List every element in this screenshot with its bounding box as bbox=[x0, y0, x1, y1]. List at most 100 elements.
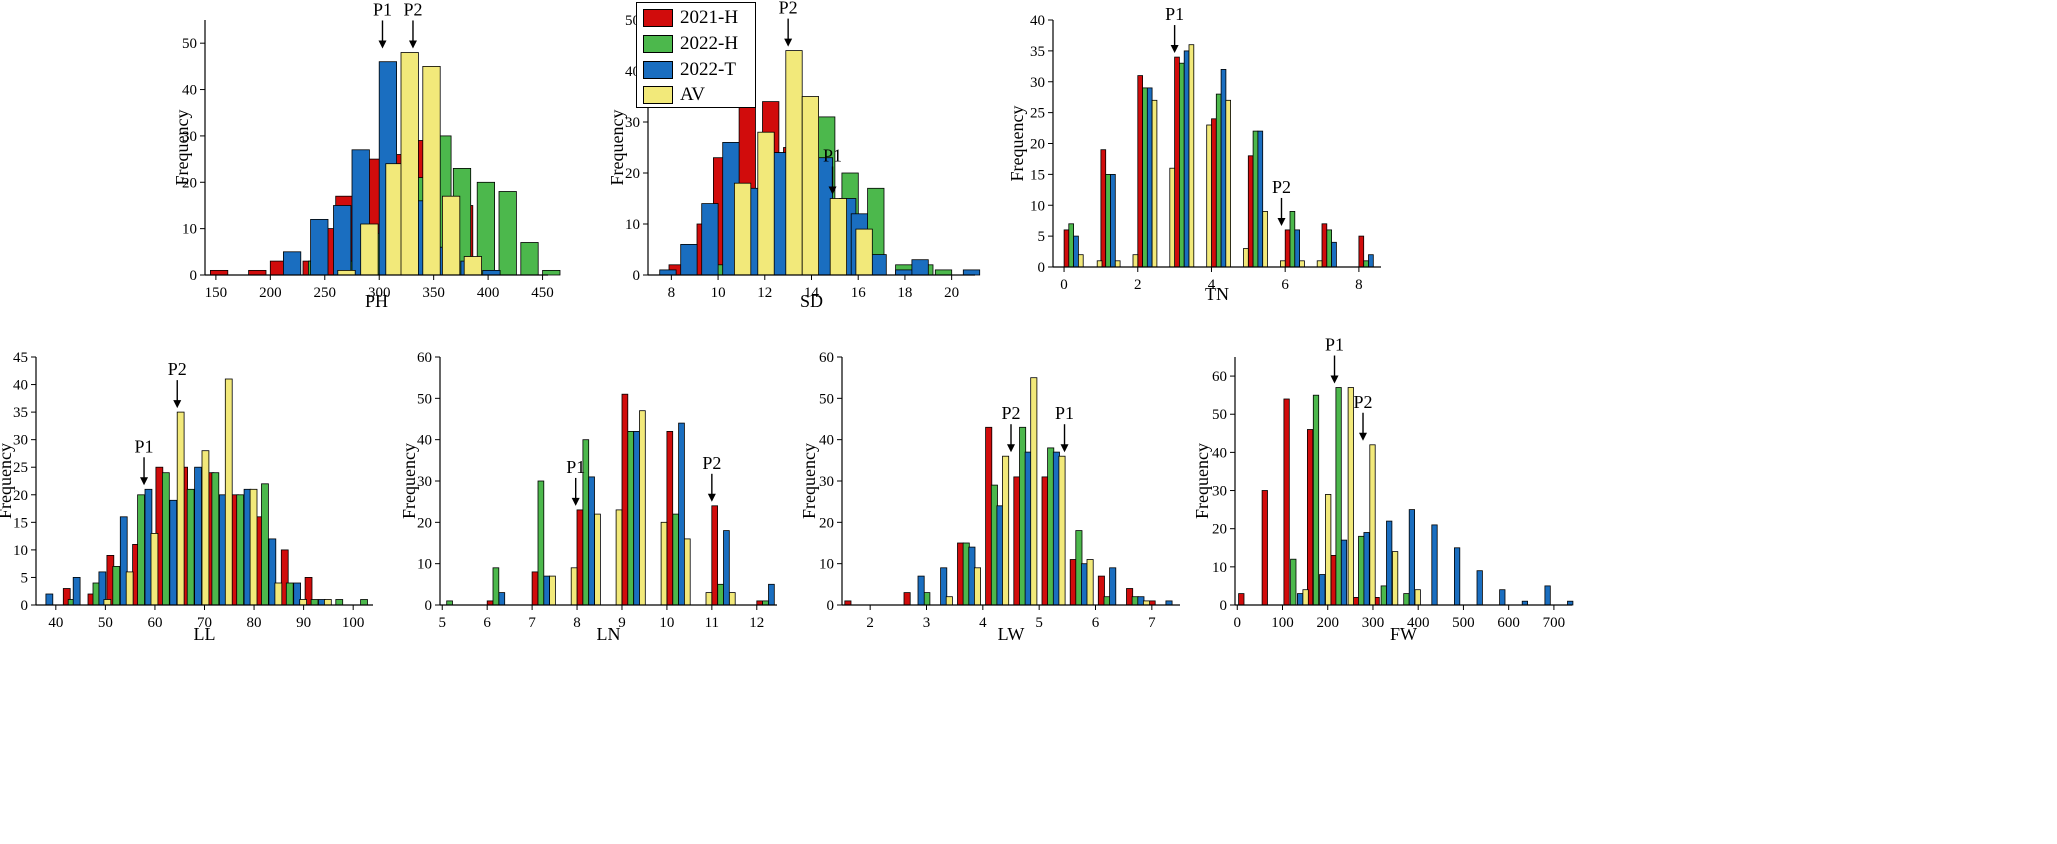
y-tick-label: 10 bbox=[625, 217, 640, 233]
bar-ll-2022-h bbox=[310, 599, 319, 606]
bar-ph-2022-h bbox=[520, 242, 539, 276]
bar-tn-av bbox=[1206, 124, 1212, 268]
annotation-arrowhead bbox=[408, 40, 417, 49]
bar-tn-2021-h bbox=[1321, 223, 1328, 268]
y-tick-label: 40 bbox=[1030, 13, 1045, 29]
annotation-label: P2 bbox=[1354, 392, 1373, 412]
x-tick-label: 7 bbox=[1148, 615, 1156, 631]
x-tick-label: 600 bbox=[1497, 615, 1520, 631]
bar-ll-2022-h bbox=[285, 582, 294, 606]
bar-ln-av bbox=[684, 538, 691, 606]
x-tick-label: 9 bbox=[618, 615, 626, 631]
x-tick-label: 100 bbox=[1271, 615, 1294, 631]
annotation-arrowhead bbox=[571, 497, 580, 506]
y-axis-label: Frequency bbox=[799, 443, 819, 519]
y-tick-label: 10 bbox=[182, 222, 197, 238]
x-tick-label: 8 bbox=[668, 285, 676, 301]
y-tick-label: 30 bbox=[1212, 484, 1227, 500]
y-tick-label: 0 bbox=[633, 268, 641, 284]
bar-ph-av bbox=[360, 223, 379, 276]
x-tick-label: 5 bbox=[1035, 615, 1043, 631]
bar-tn-2022-t bbox=[1331, 241, 1337, 268]
bar-tn-av bbox=[1169, 167, 1176, 268]
bar-sd-2022-t bbox=[962, 269, 981, 276]
bar-tn-av bbox=[1225, 99, 1232, 268]
legend-swatch bbox=[643, 86, 673, 104]
x-axis-label: LW bbox=[998, 624, 1025, 644]
y-tick-label: 10 bbox=[417, 557, 432, 573]
bar-ph-2022-t bbox=[482, 269, 501, 276]
legend-label: 2022-T bbox=[680, 59, 736, 80]
x-tick-label: 5 bbox=[438, 615, 446, 631]
bar-fw-2022-h bbox=[1335, 387, 1342, 606]
y-axis-label: Frequency bbox=[607, 110, 627, 186]
y-tick-label: 15 bbox=[1030, 167, 1045, 183]
x-tick-label: 12 bbox=[757, 285, 772, 301]
bar-ln-2021-h bbox=[531, 571, 539, 606]
bar-ll-2022-t bbox=[72, 577, 81, 606]
y-tick-label: 30 bbox=[417, 474, 432, 490]
y-tick-label: 30 bbox=[819, 474, 834, 490]
legend-label: 2022-H bbox=[680, 33, 739, 54]
x-axis-label: TN bbox=[1205, 284, 1229, 304]
bar-tn-2022-h bbox=[1252, 130, 1259, 268]
bar-tn-2021-h bbox=[1247, 155, 1254, 268]
annotation-arrowhead bbox=[1330, 375, 1339, 384]
bar-tn-2022-t bbox=[1146, 87, 1153, 268]
bar-lw-2022-h bbox=[923, 592, 931, 606]
bar-fw-2022-t bbox=[1454, 547, 1461, 606]
x-tick-label: 8 bbox=[1355, 277, 1363, 293]
y-tick-label: 50 bbox=[819, 391, 834, 407]
bar-tn-av bbox=[1316, 260, 1323, 268]
x-tick-label: 90 bbox=[296, 615, 311, 631]
bar-ll-2022-h bbox=[112, 566, 121, 606]
x-axis-label: LN bbox=[597, 624, 621, 644]
legend-swatch bbox=[643, 61, 673, 79]
bar-ln-av bbox=[549, 575, 556, 606]
bar-tn-2021-h bbox=[1100, 149, 1107, 268]
x-tick-label: 18 bbox=[897, 285, 912, 301]
y-tick-label: 0 bbox=[190, 268, 198, 284]
bar-tn-2021-h bbox=[1137, 75, 1144, 268]
y-tick-label: 40 bbox=[182, 83, 197, 99]
bar-ln-2022-h bbox=[537, 480, 545, 606]
bar-ll-av bbox=[323, 599, 332, 606]
bar-ll-2022-h bbox=[261, 483, 269, 606]
bar-ln-av bbox=[594, 513, 601, 606]
bar-ln-2022-t bbox=[678, 422, 685, 606]
x-axis-label: LL bbox=[194, 624, 216, 644]
y-axis-label: Frequency bbox=[1192, 443, 1212, 519]
bar-tn-2022-t bbox=[1368, 254, 1374, 268]
y-tick-label: 50 bbox=[1212, 407, 1227, 423]
bar-fw-2022-t bbox=[1386, 520, 1393, 606]
bar-ll-av bbox=[249, 488, 258, 606]
annotation-arrowhead bbox=[1060, 444, 1069, 453]
bar-lw-2022-t bbox=[1109, 567, 1117, 606]
x-tick-label: 14 bbox=[804, 285, 820, 301]
bar-tn-av bbox=[1151, 99, 1158, 268]
x-tick-label: 6 bbox=[483, 615, 491, 631]
x-tick-label: 70 bbox=[197, 615, 212, 631]
bar-lw-av bbox=[974, 567, 982, 606]
bar-tn-2022-h bbox=[1105, 173, 1111, 268]
annotation-label: P2 bbox=[1272, 177, 1291, 197]
bar-ph-av bbox=[441, 195, 461, 276]
annotation-arrowhead bbox=[378, 40, 387, 49]
bar-lw-2021-h bbox=[903, 592, 911, 606]
bar-sd-av bbox=[757, 131, 775, 276]
x-tick-label: 60 bbox=[147, 615, 162, 631]
y-tick-label: 25 bbox=[13, 460, 28, 476]
bar-tn-2022-t bbox=[1257, 130, 1264, 268]
y-tick-label: 40 bbox=[1212, 445, 1227, 461]
x-tick-label: 10 bbox=[659, 615, 674, 631]
bar-ll-av bbox=[201, 450, 210, 606]
y-tick-label: 20 bbox=[819, 515, 834, 531]
bar-lw-2022-h bbox=[962, 542, 970, 606]
bar-lw-av bbox=[1143, 600, 1151, 606]
y-tick-label: 40 bbox=[13, 378, 28, 394]
bar-fw-2022-t bbox=[1319, 574, 1326, 606]
bar-ph-2022-t bbox=[310, 218, 329, 276]
x-tick-label: 0 bbox=[1234, 615, 1242, 631]
bar-ln-av bbox=[570, 567, 578, 606]
bar-tn-2022-h bbox=[1289, 210, 1296, 268]
